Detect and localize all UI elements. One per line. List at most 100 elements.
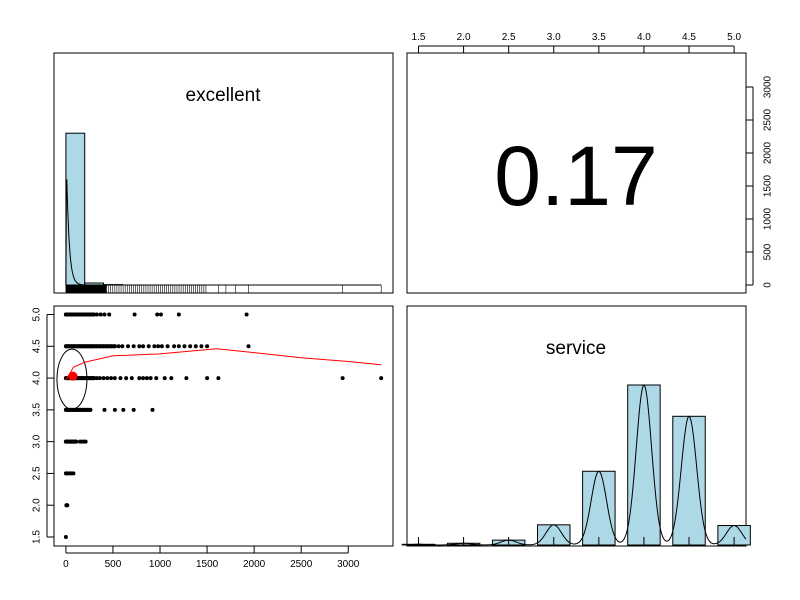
service-label: service: [546, 338, 606, 359]
scatter-point: [379, 376, 384, 381]
top-x-axis: 1.5 2.0 2.5 3.0 3.5 4.0 4.5 5.0: [412, 32, 741, 53]
right-y-axis: 0 500 1000 1500 2000 2500 3000: [746, 75, 774, 288]
bottom-axis-tick-label: 500: [105, 559, 122, 570]
left-axis-tick-label: 3.0: [32, 434, 43, 448]
bottom-axis-tick-label: 1000: [149, 559, 172, 570]
scatter-point: [116, 344, 121, 349]
panel-service-frame: [406, 305, 747, 547]
right-axis-tick-label: 2500: [763, 108, 774, 131]
bottom-x-axis: 0 500 1000 1500 2000 2500 3000: [63, 546, 360, 570]
excellent-histogram: [65, 132, 123, 286]
scatter-point: [216, 376, 221, 381]
scatter-point: [154, 376, 159, 381]
scatter-point: [340, 376, 345, 381]
panel-correlation: 0.17: [406, 52, 747, 294]
scatter-dense-band: [63, 344, 117, 349]
scatter-point: [126, 344, 131, 349]
bottom-axis-tick-label: 3000: [337, 559, 360, 570]
scatter-point: [120, 344, 125, 349]
scatter-point: [152, 344, 157, 349]
scatter-point: [148, 376, 153, 381]
scatter-point: [172, 344, 177, 349]
bottom-axis-tick-label: 2500: [290, 559, 313, 570]
scatter-point: [112, 376, 117, 381]
scatter-dense-band: [63, 312, 97, 317]
top-axis-tick-label: 2.5: [502, 32, 516, 43]
scatter-point: [155, 312, 160, 317]
scatter-point: [176, 312, 181, 317]
scatter-point: [184, 376, 189, 381]
panel-service-diagonal: service: [401, 305, 751, 547]
scatter-point: [150, 407, 155, 412]
scatter-point: [156, 344, 161, 349]
scatter-point: [132, 312, 137, 317]
scatter-point: [102, 312, 107, 317]
panel-scatter-frame: [53, 305, 394, 547]
scatter-point: [105, 376, 110, 381]
scatter-point: [158, 312, 163, 317]
scatter-point: [141, 344, 146, 349]
top-axis-tick-label: 3.5: [592, 32, 606, 43]
bottom-axis-tick-label: 1500: [196, 559, 219, 570]
scatter-point: [144, 376, 149, 381]
right-axis-tick-label: 1500: [763, 174, 774, 197]
scatter-point: [131, 344, 136, 349]
scatter-point: [94, 376, 99, 381]
scatter-point: [162, 376, 167, 381]
panel-excellent-frame: [53, 52, 394, 294]
bottom-axis-tick-label: 0: [63, 559, 69, 570]
panel-scatter: [53, 305, 394, 547]
scatter-point: [63, 535, 68, 539]
panel-correlation-frame: [406, 52, 747, 294]
scatter-point: [107, 312, 112, 317]
top-axis-tick-label: 2.0: [457, 32, 471, 43]
scatter-point: [137, 344, 142, 349]
right-axis-tick-label: 2000: [763, 141, 774, 164]
service-rug: [418, 537, 735, 546]
left-axis-tick-label: 4.0: [32, 371, 43, 385]
service-hist-bar: [582, 470, 616, 546]
scatter-point: [182, 344, 187, 349]
scatter-point: [131, 407, 136, 412]
top-axis-tick-label: 3.0: [547, 32, 561, 43]
top-axis-tick-label: 5.0: [727, 32, 741, 43]
excellent-density-curve: [65, 179, 382, 286]
scatter-point: [98, 312, 103, 317]
scatter-point: [205, 376, 210, 381]
right-axis-tick-label: 1000: [763, 207, 774, 230]
scatter-point: [146, 344, 151, 349]
excellent-rug: [65, 285, 382, 293]
scatter-points: [63, 312, 384, 539]
right-axis-tick-label: 3000: [763, 75, 774, 98]
scatter-smooth-line: [65, 348, 382, 381]
bottom-axis-tick-label: 2000: [243, 559, 266, 570]
top-axis-tick-label: 4.5: [682, 32, 696, 43]
scatter-dense-band: [63, 439, 79, 444]
top-axis-tick-label: 4.0: [637, 32, 651, 43]
scatter-point: [112, 407, 117, 412]
left-axis-tick-label: 1.5: [32, 530, 43, 544]
scatter-point: [97, 376, 102, 381]
scatter-point: [109, 376, 114, 381]
left-axis-tick-label: 4.5: [32, 339, 43, 353]
scatter-point: [129, 376, 134, 381]
scatter-point: [83, 439, 88, 444]
scatter-point: [101, 376, 106, 381]
excellent-rug-dense: [65, 285, 107, 293]
scatter-point: [193, 344, 198, 349]
scatter-point: [165, 344, 170, 349]
scatter-point: [118, 376, 123, 381]
right-axis-tick-label: 500: [763, 243, 774, 260]
scatter-dense-band: [63, 407, 93, 412]
left-axis-tick-label: 2.5: [32, 466, 43, 480]
scatter-point: [159, 344, 164, 349]
scatter-point: [137, 376, 142, 381]
scatter-point: [124, 376, 129, 381]
scatter-point: [65, 503, 70, 508]
scatter-point: [141, 376, 146, 381]
scatter-point: [176, 344, 181, 349]
scatter-point: [205, 344, 210, 349]
excellent-label: excellent: [186, 85, 262, 106]
right-axis-tick-label: 0: [763, 282, 774, 288]
